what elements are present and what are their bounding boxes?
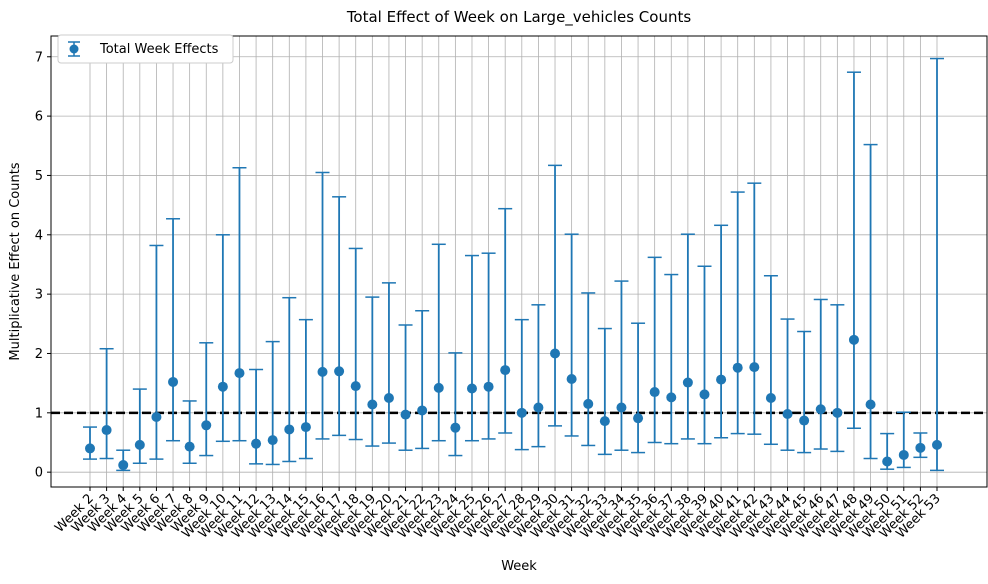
y-tick-label: 6 bbox=[35, 110, 43, 125]
y-tick-label: 0 bbox=[35, 466, 43, 481]
data-points bbox=[85, 334, 942, 471]
data-point bbox=[367, 399, 378, 410]
data-point bbox=[533, 402, 544, 413]
data-point bbox=[383, 392, 394, 403]
data-point bbox=[682, 377, 693, 388]
data-point bbox=[151, 411, 162, 422]
legend-box bbox=[57, 34, 234, 64]
data-point bbox=[932, 439, 942, 450]
plot-frame bbox=[50, 35, 988, 488]
y-tick-label: 2 bbox=[35, 347, 43, 362]
data-point bbox=[599, 416, 610, 427]
data-point bbox=[633, 413, 644, 424]
error-bars bbox=[83, 57, 944, 472]
data-point bbox=[882, 456, 893, 467]
data-point bbox=[350, 381, 361, 392]
data-point bbox=[649, 387, 660, 398]
x-axis-label: Week bbox=[501, 559, 537, 574]
y-tick-label: 5 bbox=[35, 169, 43, 184]
data-point bbox=[832, 407, 843, 418]
data-point bbox=[101, 425, 112, 436]
chart-title: Total Effect of Week on Large_vehicles C… bbox=[346, 8, 692, 27]
data-point bbox=[417, 405, 428, 416]
data-point bbox=[848, 334, 859, 345]
data-point bbox=[400, 409, 411, 420]
data-point bbox=[666, 392, 677, 403]
data-point bbox=[550, 348, 561, 359]
legend-label: Total Week Effects bbox=[99, 42, 219, 57]
data-point bbox=[267, 435, 278, 446]
data-point bbox=[616, 402, 627, 413]
data-point bbox=[699, 389, 710, 400]
data-point bbox=[317, 366, 328, 377]
data-point bbox=[85, 443, 95, 454]
legend-marker bbox=[69, 44, 79, 54]
legend: Total Week Effects bbox=[57, 34, 234, 64]
data-point bbox=[433, 382, 444, 393]
data-point bbox=[234, 368, 245, 379]
data-point bbox=[732, 362, 743, 373]
gridlines bbox=[51, 36, 987, 487]
y-tick-label: 4 bbox=[35, 228, 43, 243]
y-axis-label: Multiplicative Effect on Counts bbox=[8, 162, 23, 360]
data-point bbox=[815, 404, 826, 415]
data-point bbox=[749, 362, 760, 373]
data-point bbox=[765, 392, 776, 403]
data-point bbox=[500, 365, 511, 376]
data-point bbox=[915, 442, 926, 453]
data-point bbox=[201, 420, 212, 431]
data-point bbox=[799, 415, 810, 426]
data-point bbox=[217, 381, 228, 392]
data-point bbox=[516, 407, 527, 418]
y-tick-label: 7 bbox=[35, 50, 43, 65]
data-point bbox=[168, 376, 179, 387]
data-point bbox=[284, 424, 295, 435]
data-point bbox=[134, 439, 145, 450]
y-tick-label: 3 bbox=[35, 288, 43, 303]
data-point bbox=[184, 441, 195, 452]
data-point bbox=[716, 374, 727, 385]
data-point bbox=[583, 398, 594, 409]
data-point bbox=[865, 399, 876, 410]
data-point bbox=[300, 422, 311, 433]
data-point bbox=[782, 409, 793, 420]
data-point bbox=[118, 460, 129, 471]
data-point bbox=[251, 438, 262, 449]
data-point bbox=[566, 373, 577, 384]
data-point bbox=[483, 381, 494, 392]
y-tick-label: 1 bbox=[35, 406, 43, 421]
y-axis: 0 1 2 3 4 5 6 7 bbox=[35, 50, 51, 481]
data-point bbox=[898, 449, 909, 460]
data-point bbox=[334, 366, 345, 377]
data-point bbox=[466, 383, 477, 394]
data-point bbox=[450, 422, 461, 433]
